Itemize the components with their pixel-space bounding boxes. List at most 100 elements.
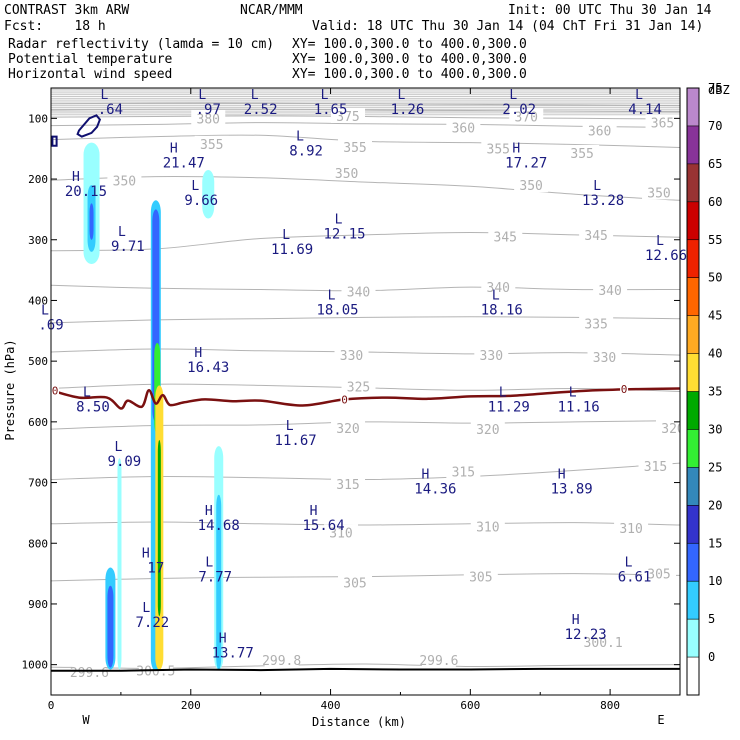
wind-speed-value: 14.68 bbox=[198, 518, 240, 534]
theta-label-bg bbox=[488, 228, 523, 244]
y-tick-label: 100 bbox=[28, 112, 48, 125]
x-axis-label: Distance (km) bbox=[312, 715, 406, 729]
wind-speed-annotations: L.64L.97L2.52L1.65L1.26L2.02L4.14L8.92H2… bbox=[38, 88, 687, 661]
center-title: NCAR/MMM bbox=[240, 3, 303, 18]
colorbar-level-label: 65 bbox=[708, 157, 722, 171]
theta-label-bg bbox=[656, 419, 680, 435]
y-tick-label: 600 bbox=[28, 416, 48, 429]
theta-label: 355 bbox=[570, 147, 593, 162]
colorbar-level-label: 70 bbox=[708, 119, 722, 133]
theta-label: 375 bbox=[336, 110, 359, 125]
theta-label-bg bbox=[338, 138, 373, 154]
theta-label: 305 bbox=[343, 577, 366, 592]
isotherm-label-bg bbox=[51, 384, 59, 396]
wind-speed-value: 12.66 bbox=[645, 248, 687, 264]
wind-speed-value: 11.69 bbox=[271, 242, 313, 258]
theta-label-bg bbox=[331, 107, 366, 123]
theta-contour-375 bbox=[51, 102, 680, 107]
field-name-reflectivity: Radar reflectivity (lamda = 10 cm) bbox=[8, 37, 274, 52]
x-tick-label: 800 bbox=[600, 699, 620, 712]
wind-min-marker: L bbox=[321, 88, 329, 103]
wind-max-marker: H bbox=[142, 546, 150, 561]
wind-speed-value: 17 bbox=[147, 560, 164, 576]
y-tick-label: 500 bbox=[28, 355, 48, 368]
theta-label: 365 bbox=[651, 117, 674, 132]
theta-label: 305 bbox=[647, 568, 670, 583]
theta-label-bg bbox=[586, 634, 621, 650]
colorbar-level-label: 45 bbox=[708, 309, 722, 323]
colorbar-level-label: 30 bbox=[708, 422, 722, 436]
theta-label-bg bbox=[481, 279, 516, 295]
wind-min-marker: L bbox=[41, 304, 49, 319]
theta-label-bg bbox=[579, 226, 614, 242]
wind-min-marker: L bbox=[205, 556, 213, 571]
wind-speed-value: 7.77 bbox=[198, 570, 232, 586]
colorbar-swatch bbox=[687, 391, 699, 430]
theta-label-bg bbox=[579, 315, 614, 331]
theta-label-bg bbox=[582, 122, 617, 138]
field-xy-theta: XY= 100.0,300.0 to 400.0,300.0 bbox=[292, 52, 527, 67]
colorbar-swatch bbox=[687, 277, 699, 316]
field-xy-reflectivity: XY= 100.0,300.0 to 400.0,300.0 bbox=[292, 37, 527, 52]
theta-label-bg bbox=[645, 114, 680, 130]
colorbar-level-label: 40 bbox=[708, 347, 722, 361]
colorbar-swatch bbox=[687, 619, 699, 658]
theta-label: 299.6 bbox=[70, 666, 109, 681]
theta-label-bg bbox=[341, 283, 376, 299]
colorbar-swatch bbox=[687, 239, 699, 278]
wind-min-marker: L bbox=[114, 440, 122, 455]
theta-label-bg bbox=[107, 172, 142, 188]
colorbar: 0 5 10 15 20 25 30 35 40 45 50 55 60 65 70 75 bbox=[686, 81, 722, 696]
x-tick-label: 200 bbox=[181, 699, 201, 712]
wind-max-marker: H bbox=[194, 346, 202, 361]
theta-label: 360 bbox=[452, 121, 475, 136]
theta-contour-365 bbox=[51, 115, 680, 120]
colorbar-level-label: 20 bbox=[708, 498, 722, 512]
theta-label: 340 bbox=[598, 284, 621, 299]
init-time: Init: 00 UTC Thu 30 Jan 14 bbox=[508, 3, 712, 18]
y-axis-label: Pressure (hPa) bbox=[3, 339, 17, 440]
wind-speed-value: 9.71 bbox=[111, 239, 145, 255]
theta-label: 299.6 bbox=[419, 654, 458, 669]
reflectivity-cell-3 bbox=[202, 169, 215, 219]
wind-max-marker: H bbox=[421, 468, 429, 483]
colorbar-swatch bbox=[687, 125, 699, 164]
forecast-hour: Fcst: 18 h bbox=[4, 19, 106, 34]
theta-label-bg bbox=[446, 463, 481, 479]
colorbar-swatch bbox=[687, 353, 699, 392]
theta-label: 355 bbox=[343, 141, 366, 156]
theta-label-bg bbox=[614, 520, 649, 536]
wind-speed-value: 8.92 bbox=[289, 143, 323, 159]
wind-min-marker: L bbox=[118, 225, 126, 240]
theta-label-bg bbox=[191, 110, 226, 126]
wind-speed-value: 1.26 bbox=[391, 102, 425, 118]
zero-isotherm-line bbox=[51, 387, 680, 410]
y-tick-label: 300 bbox=[28, 234, 48, 247]
colorbar-swatch bbox=[687, 505, 699, 544]
wind-speed-value: 12.23 bbox=[565, 627, 607, 643]
wind-speed-value: .64 bbox=[98, 102, 123, 118]
theta-label: 340 bbox=[487, 281, 510, 296]
colorbar-level-label: 60 bbox=[708, 195, 722, 209]
colorbar-swatch bbox=[687, 163, 699, 202]
wind-max-marker: H bbox=[205, 504, 213, 519]
wind-min-marker: L bbox=[569, 386, 577, 401]
wind-min-marker: L bbox=[286, 419, 294, 434]
wind-min-marker: L bbox=[593, 179, 601, 194]
theta-label-bg bbox=[264, 651, 299, 667]
wind-speed-value: 4.14 bbox=[628, 102, 662, 118]
wind-speed-value: 9.09 bbox=[108, 454, 142, 470]
axes: 0 200 400 600 800 100 200 300 400 500 600 700 800 900… bbox=[22, 88, 681, 712]
colorbar-swatch bbox=[687, 315, 699, 354]
theta-label: 315 bbox=[644, 460, 667, 475]
colorbar-level-label: 50 bbox=[708, 271, 722, 285]
theta-label: 350 bbox=[335, 167, 358, 182]
wind-min-marker: L bbox=[83, 386, 91, 401]
colorbar-level-label: 5 bbox=[708, 612, 715, 626]
wind-speed-value: 21.47 bbox=[163, 156, 205, 172]
reflectivity-cell-8 bbox=[157, 440, 161, 617]
y-tick-label: 900 bbox=[28, 598, 48, 611]
theta-label-bg bbox=[446, 119, 481, 135]
model-title: CONTRAST 3km ARW bbox=[4, 3, 129, 18]
